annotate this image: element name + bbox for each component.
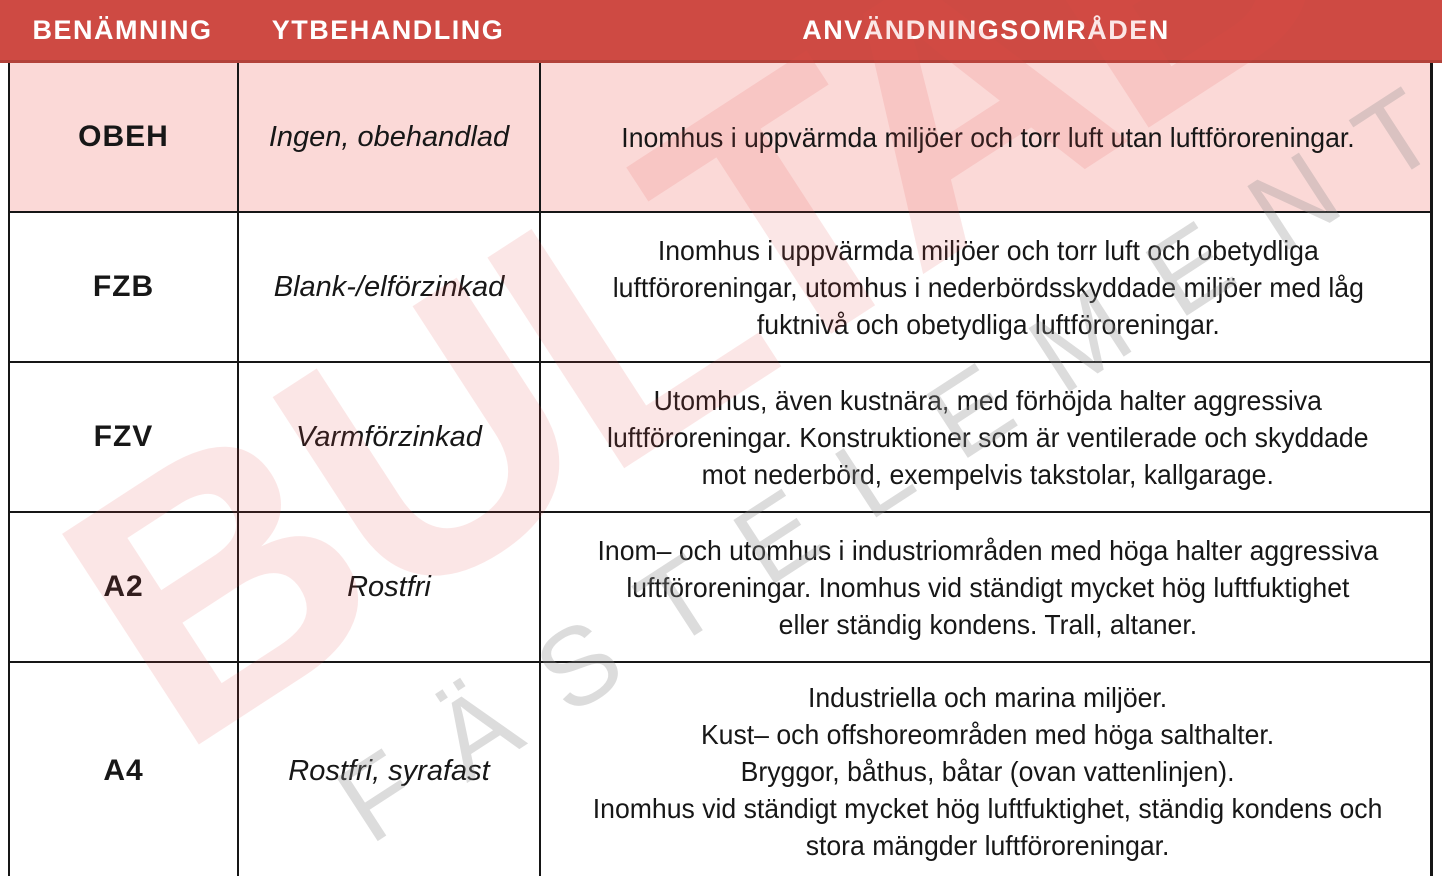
designation-label: A4 xyxy=(103,754,144,787)
usage-text: Inomhus i uppvärmda miljöer och torr luf… xyxy=(612,234,1364,340)
treatment-cell: Ingen, obehandlad xyxy=(239,63,541,211)
designation-cell: FZV xyxy=(10,363,239,511)
treatment-cell: Blank-/elförzinkad xyxy=(239,213,541,361)
treatment-cell: Varmförzinkad xyxy=(239,363,541,511)
designation-cell: FZB xyxy=(10,213,239,361)
usage-text: Inom– och utomhus i industriområden med … xyxy=(597,534,1379,640)
usage-text: Inomhus i uppvärmda miljöer och torr luf… xyxy=(621,121,1355,153)
designation-cell: A2 xyxy=(10,513,239,661)
treatment-label: Varmförzinkad xyxy=(296,420,482,453)
treatment-cell: Rostfri, syrafast xyxy=(239,663,541,876)
designation-cell: A4 xyxy=(10,663,239,876)
usage-cell: Industriella och marina miljöer. Kust– o… xyxy=(541,663,1435,876)
treatment-label: Rostfri, syrafast xyxy=(288,754,490,787)
table-row: A4 Rostfri, syrafast Industriella och ma… xyxy=(10,661,1430,876)
table-header-row: BENÄMNING YTBEHANDLING ANVÄNDNINGSOMRÅDE… xyxy=(0,0,1442,63)
column-header-designation: BENÄMNING xyxy=(32,14,213,45)
designation-label: A2 xyxy=(103,570,144,603)
table-row: FZV Varmförzinkad Utomhus, även kustnära… xyxy=(10,361,1430,511)
table-body: OBEH Ingen, obehandlad Inomhus i uppvärm… xyxy=(8,63,1433,876)
column-header-treatment: YTBEHANDLING xyxy=(271,14,505,45)
usage-text: Utomhus, även kustnära, med förhöjda hal… xyxy=(607,384,1369,490)
designation-cell: OBEH xyxy=(10,63,239,211)
designation-label: FZV xyxy=(93,420,154,453)
usage-cell: Inom– och utomhus i industriområden med … xyxy=(541,513,1435,661)
treatment-label: Blank-/elförzinkad xyxy=(273,270,505,303)
usage-cell: Inomhus i uppvärmda miljöer och torr luf… xyxy=(541,213,1435,361)
usage-text: Industriella och marina miljöer. Kust– o… xyxy=(593,681,1383,861)
treatment-label: Ingen, obehandlad xyxy=(268,120,510,153)
table-row: FZB Blank-/elförzinkad Inomhus i uppvärm… xyxy=(10,211,1430,361)
treatment-cell: Rostfri xyxy=(239,513,541,661)
treatment-label: Rostfri xyxy=(347,570,431,603)
designation-label: OBEH xyxy=(78,120,169,153)
usage-cell: Inomhus i uppvärmda miljöer och torr luf… xyxy=(541,63,1435,211)
designation-label: FZB xyxy=(92,270,155,303)
usage-cell: Utomhus, även kustnära, med förhöjda hal… xyxy=(541,363,1435,511)
table-row: A2 Rostfri Inom– och utomhus i industrio… xyxy=(10,511,1430,661)
column-header-usage-areas: ANVÄNDNINGSOMRÅDEN xyxy=(802,14,1170,45)
table-row: OBEH Ingen, obehandlad Inomhus i uppvärm… xyxy=(10,63,1430,211)
